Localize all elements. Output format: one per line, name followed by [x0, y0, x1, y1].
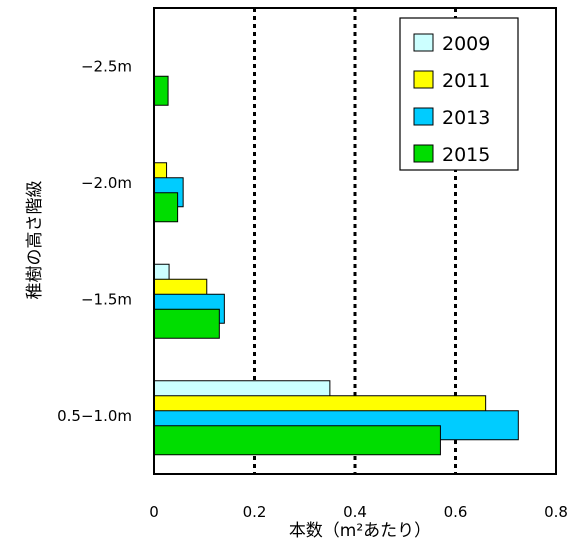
gridlines: [253, 8, 457, 474]
legend-swatch: [413, 70, 434, 89]
legend: 2009 2011 2013 2015: [399, 17, 519, 171]
bars: [153, 75, 519, 456]
x-tick-label: 0.6: [444, 503, 468, 521]
legend-label: 2011: [442, 70, 490, 92]
legend-label: 2009: [442, 33, 490, 55]
y-tick-label: −2.0m: [81, 174, 132, 192]
legend-label: 2013: [442, 107, 490, 129]
y-tick-label: −1.5m: [81, 290, 132, 308]
y-tick-labels: 0.5−1.0m −1.5m −2.0m −2.5m: [57, 57, 132, 425]
x-tick-label: 0.4: [343, 503, 367, 521]
y-tick-label: 0.5−1.0m: [57, 407, 132, 425]
legend-swatch: [413, 107, 434, 126]
bar: [153, 75, 169, 106]
legend-swatch: [413, 144, 434, 163]
x-tick-labels: 0 0.2 0.4 0.6 0.8: [149, 503, 568, 521]
plot-frame: [153, 7, 557, 475]
x-tick-label: 0.2: [243, 503, 267, 521]
x-axis-title: 本数（m²あたり）: [289, 521, 431, 541]
x-tick-label: 0.8: [544, 503, 568, 521]
x-tick-label: 0: [149, 503, 159, 521]
y-tick-label: −2.5m: [81, 57, 132, 75]
bar: [153, 425, 441, 456]
y-axis-title: 稚樹の高さ階級: [25, 181, 45, 300]
bar: [153, 192, 179, 223]
legend-label: 2015: [442, 144, 490, 166]
legend-swatch: [413, 33, 434, 52]
bar: [153, 308, 220, 339]
